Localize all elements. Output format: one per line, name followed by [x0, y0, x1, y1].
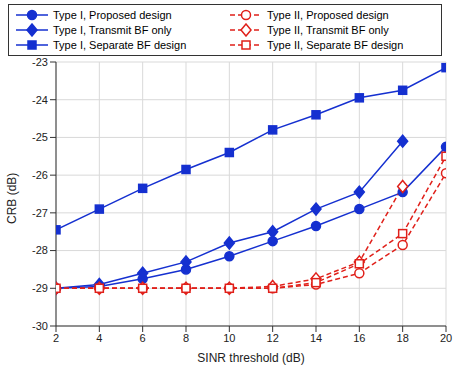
svg-text:20: 20: [440, 332, 452, 344]
svg-text:2: 2: [53, 332, 59, 344]
svg-text:12: 12: [267, 332, 279, 344]
svg-text:-28: -28: [32, 244, 48, 256]
svg-text:-24: -24: [32, 94, 48, 106]
html-text:Type II, Transmit BF only: Type II, Transmit BF only: [267, 24, 389, 36]
svg-text:8: 8: [183, 332, 189, 344]
svg-text:18: 18: [397, 332, 409, 344]
html-text:Type I, Proposed design: Type I, Proposed design: [53, 9, 172, 21]
svg-text:CRB (dB): CRB (dB): [8, 173, 19, 224]
html-text:Type II, Proposed design: Type II, Proposed design: [267, 9, 389, 21]
svg-text:-23: -23: [32, 56, 48, 68]
svg-text:10: 10: [223, 332, 235, 344]
svg-text:-29: -29: [32, 282, 48, 294]
svg-text:16: 16: [353, 332, 365, 344]
html-text:Type I, Transmit BF only: Type I, Transmit BF only: [53, 24, 172, 36]
html-text:Type II, Separate BF design: Type II, Separate BF design: [267, 39, 404, 51]
svg-text:-27: -27: [32, 207, 48, 219]
svg-text:SINR threshold (dB): SINR threshold (dB): [197, 351, 304, 365]
svg-text:4: 4: [96, 332, 102, 344]
svg-text:6: 6: [140, 332, 146, 344]
svg-text:-25: -25: [32, 131, 48, 143]
svg-text:14: 14: [310, 332, 322, 344]
svg-text:-26: -26: [32, 169, 48, 181]
html-text:Type I, Separate BF design: Type I, Separate BF design: [53, 39, 187, 51]
svg-text:-30: -30: [32, 320, 48, 332]
